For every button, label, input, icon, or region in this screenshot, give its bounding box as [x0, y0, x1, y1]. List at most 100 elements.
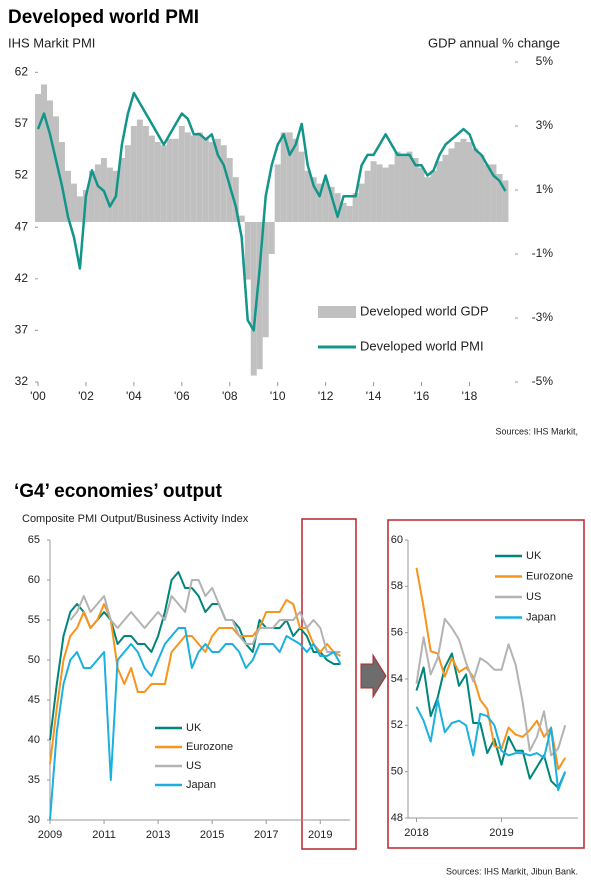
bar [328, 186, 335, 222]
legend-label: Japan [526, 611, 556, 623]
legend-label: Eurozone [526, 570, 573, 582]
bar [358, 183, 365, 222]
bar [382, 167, 389, 222]
y-tick-label: 60 [28, 574, 40, 586]
y2-tick-label: -1% [532, 246, 554, 260]
bar [46, 100, 53, 222]
bar [406, 151, 413, 222]
bar [178, 126, 185, 222]
x-tick-label: 2009 [38, 829, 62, 841]
bar [400, 154, 407, 222]
bar [496, 174, 503, 222]
x-tick-label: '16 [414, 389, 430, 403]
x-tick-label: 2013 [146, 829, 170, 841]
x-tick-label: '06 [174, 389, 190, 403]
bar [448, 148, 455, 222]
x-tick-label: 2019 [489, 827, 513, 839]
y-tick-label: 50 [28, 654, 40, 666]
bar [148, 135, 155, 222]
bar [160, 145, 167, 222]
y-tick-label: 60 [391, 534, 403, 546]
bar [346, 206, 353, 222]
bar [40, 84, 47, 223]
y-tick-label: 30 [28, 814, 40, 826]
legend-label: US [186, 760, 201, 772]
bar [94, 164, 101, 222]
bar [340, 202, 347, 222]
bar [412, 158, 419, 222]
x-tick-label: '10 [270, 389, 286, 403]
y-tick-label: 48 [391, 812, 403, 824]
bar [214, 138, 221, 222]
bar [472, 148, 479, 222]
bar [430, 170, 437, 222]
y-tick-label: 45 [28, 694, 40, 706]
x-tick-label: 2019 [308, 829, 332, 841]
bar [52, 116, 59, 222]
legend-label: UK [186, 722, 202, 734]
bar [220, 145, 227, 222]
bar [394, 151, 401, 222]
y-tick-label: 37 [15, 323, 29, 337]
bar [454, 142, 461, 222]
legend-label: Developed world PMI [360, 338, 484, 353]
x-tick-label: '00 [30, 389, 46, 403]
bar [376, 164, 383, 222]
bar [286, 132, 293, 222]
bar [64, 170, 71, 222]
bar [418, 167, 425, 222]
bar [292, 138, 299, 222]
bar [124, 145, 131, 222]
series-line [49, 571, 341, 741]
legend-swatch [318, 306, 356, 318]
bar [262, 222, 269, 338]
bar [502, 180, 509, 222]
bar [268, 222, 275, 254]
series-line [415, 617, 567, 757]
zoom-frame [387, 519, 585, 849]
bar [172, 138, 179, 222]
series-line [36, 91, 507, 332]
zoom-arrow [360, 653, 387, 699]
bar [370, 161, 377, 222]
bar [466, 142, 473, 222]
y-tick-label: 42 [15, 271, 29, 285]
legend-label: Japan [186, 779, 216, 791]
y-tick-label: 65 [28, 534, 40, 546]
bar [154, 142, 161, 222]
y-tick-label: 52 [15, 168, 29, 182]
bar [280, 132, 287, 222]
x-tick-label: 2018 [404, 827, 428, 839]
bar [304, 170, 311, 222]
bar [208, 142, 215, 222]
series-line [415, 698, 567, 792]
y2-tick-label: -3% [532, 310, 554, 324]
bar [388, 164, 395, 222]
x-tick-label: 2011 [92, 829, 116, 841]
chart-title: Developed world PMI [8, 7, 199, 28]
bar [130, 126, 137, 222]
y-tick-label: 52 [391, 719, 403, 731]
legend-label: UK [526, 550, 542, 562]
bar [316, 183, 323, 222]
bar [478, 154, 485, 222]
chart-title: ‘G4’ economies’ output [14, 481, 223, 502]
y-tick-label: 55 [28, 614, 40, 626]
source-note: Sources: IHS Markit, Jibun Bank. [446, 866, 578, 876]
bar [322, 180, 329, 222]
bar [88, 170, 95, 222]
bar [184, 132, 191, 222]
bar [298, 151, 305, 222]
y2-axis-label: GDP annual % change [428, 35, 560, 50]
x-tick-label: '12 [318, 389, 334, 403]
series-line [49, 599, 342, 765]
x-tick-label: 2017 [254, 829, 278, 841]
y-tick-label: 54 [391, 673, 403, 685]
bar [334, 193, 341, 222]
bar [250, 222, 257, 376]
y-tick-label: 35 [28, 774, 40, 786]
bar [232, 177, 239, 222]
bar [352, 193, 359, 222]
x-tick-label: '14 [366, 389, 382, 403]
